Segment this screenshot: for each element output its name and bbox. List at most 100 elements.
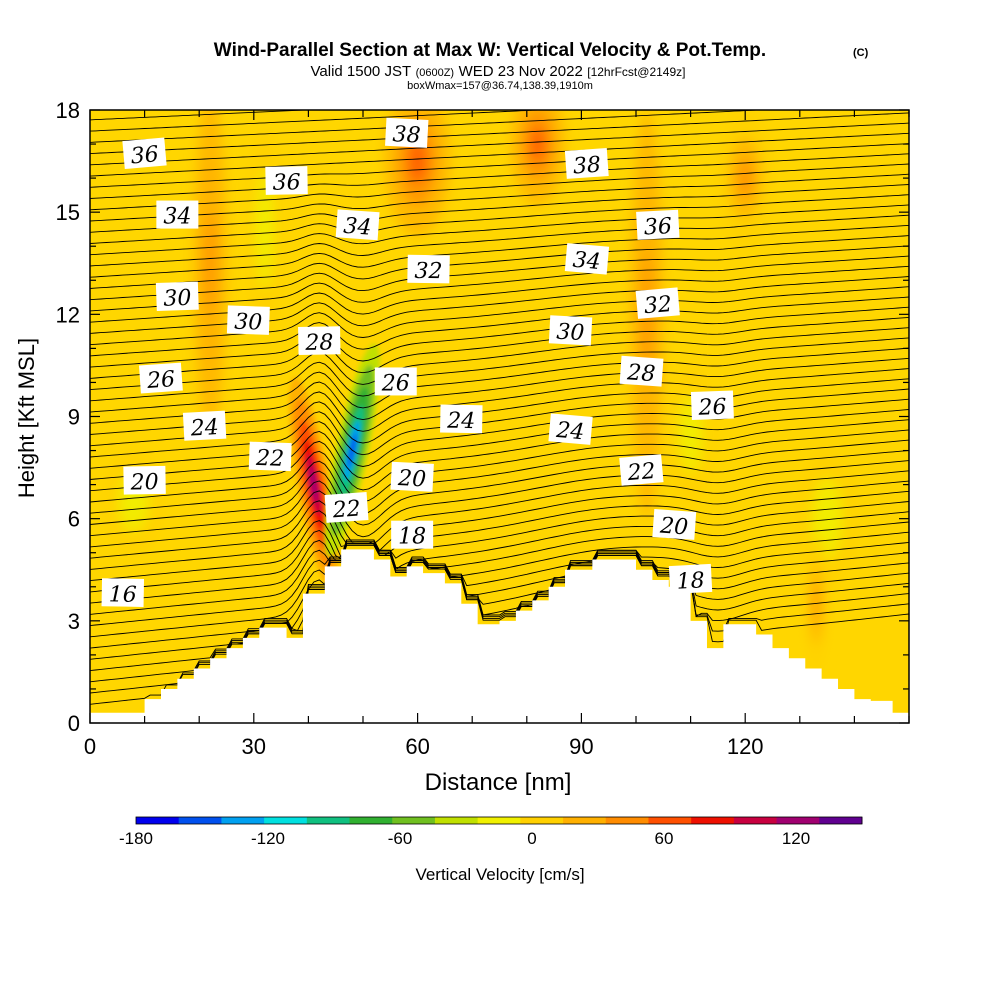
svg-text:36: 36 [643,214,672,240]
svg-text:26: 26 [697,395,727,421]
theta-contour-13 [90,480,909,559]
contour-label-23: 20 [123,465,166,495]
potential-temperature-contours [90,110,909,705]
colorbar-swatch-7 [434,817,479,824]
contour-label-11: 32 [635,287,680,319]
theta-contour-7 [90,539,909,627]
w-feature-4 [717,110,773,247]
contour-label-22: 22 [619,454,664,486]
contour-label-8: 34 [564,243,610,275]
w-feature-3 [510,110,566,206]
svg-text:34: 34 [163,205,191,230]
theta-contour-23 [90,378,909,447]
theta-contour-9 [90,521,909,604]
svg-text:30: 30 [556,320,585,346]
theta-contour-44 [90,163,909,211]
contour-label-28: 18 [668,563,713,595]
colorbar-swatch-1 [178,817,222,824]
svg-text:28: 28 [626,360,657,387]
y-tick-9: 9 [68,405,80,430]
y-axis: 0 36 9 12 15 18 [56,98,909,736]
w-feature-5 [193,110,227,434]
chart-subtitle: Valid 1500 JST (0600Z) WED 23 Nov 2022 [… [311,63,686,80]
theta-contour-35 [90,255,909,312]
theta-contour-39 [90,214,909,267]
contour-label-14: 26 [138,362,183,394]
theta-contour-34 [90,265,909,323]
contour-label-15: 26 [374,367,417,396]
colorbar-tick--60: -60 [388,829,413,848]
theta-contour-40 [90,204,909,256]
theta-contour-38 [90,224,909,278]
theta-contour-42 [90,184,909,233]
theta-contour-11 [90,501,909,582]
colorbar-tick--180: -180 [119,829,153,848]
svg-text:24: 24 [189,415,219,441]
contour-label-18: 24 [440,404,483,434]
colorbar-swatch-6 [392,817,436,824]
colorbar-swatch-15 [776,817,820,824]
svg-text:18: 18 [676,568,705,594]
contour-label-4: 34 [156,200,199,230]
contour-label-2: 38 [385,117,429,149]
theta-contour-49 [90,112,909,155]
x-axis-label: Distance [nm] [425,769,572,796]
contour-label-16: 28 [619,355,664,387]
theta-contour-32 [90,286,909,346]
contour-label-7: 32 [407,254,450,284]
theta-contour-52 [90,110,315,121]
contour-label-1: 36 [265,166,308,196]
theta-contour-16 [90,449,909,526]
y-axis-label: Height [Kft MSL] [14,338,39,498]
svg-text:20: 20 [658,513,689,540]
svg-text:22: 22 [331,497,362,524]
contour-label-13: 30 [548,315,593,346]
contour-label-25: 22 [324,492,369,524]
y-tick-12: 12 [56,302,80,327]
contour-label-0: 36 [122,137,167,169]
theta-contour-24 [90,368,909,435]
svg-text:32: 32 [414,259,442,284]
contour-labels: 36 36 38 38 34 34 36 32 34 30 30 32 28 30 26 26 28 24 24 24… [101,117,734,608]
y-tick-0: 0 [68,711,80,736]
colorbar-swatch-16 [819,817,863,824]
theta-contour-15 [90,460,909,538]
colorbar: -180 -120 -60 0 60 120 [119,816,863,848]
theta-contour-31 [90,296,909,357]
theta-contour-12 [90,490,909,570]
contour-label-29: 16 [101,578,145,608]
theta-contour-27 [90,337,909,402]
y-tick-15: 15 [56,200,80,225]
svg-text:36: 36 [272,170,300,195]
theta-contour-20 [90,409,909,480]
colorbar-swatch-0 [136,817,180,824]
theta-contour-28 [90,327,909,391]
svg-text:38: 38 [572,153,602,180]
theta-contour-8 [90,531,909,615]
x-tick-120: 120 [727,734,764,759]
theta-contour-18 [90,429,909,503]
contour-label-3: 38 [564,148,609,180]
theta-contour-36 [90,245,909,301]
contour-label-24: 20 [390,461,434,493]
theta-contour-51 [90,110,548,132]
theta-contour-43 [90,173,909,222]
colorbar-swatch-4 [306,817,351,824]
theta-contour-46 [90,143,909,188]
svg-text:30: 30 [163,286,192,312]
subtitle-utc: (0600Z) [416,67,455,79]
colorbar-swatch-3 [264,817,308,824]
svg-text:32: 32 [643,292,673,319]
colorbar-swatch-5 [349,817,393,824]
svg-text:16: 16 [109,582,137,607]
theta-contour-19 [90,419,909,492]
svg-text:30: 30 [234,310,263,336]
svg-text:36: 36 [130,142,160,169]
colorbar-swatch-2 [221,817,265,824]
contour-label-10: 30 [226,305,270,336]
contour-label-9: 30 [155,281,199,312]
theta-contour-14 [90,470,909,548]
contour-label-26: 18 [391,520,434,550]
x-tick-90: 90 [569,734,593,759]
